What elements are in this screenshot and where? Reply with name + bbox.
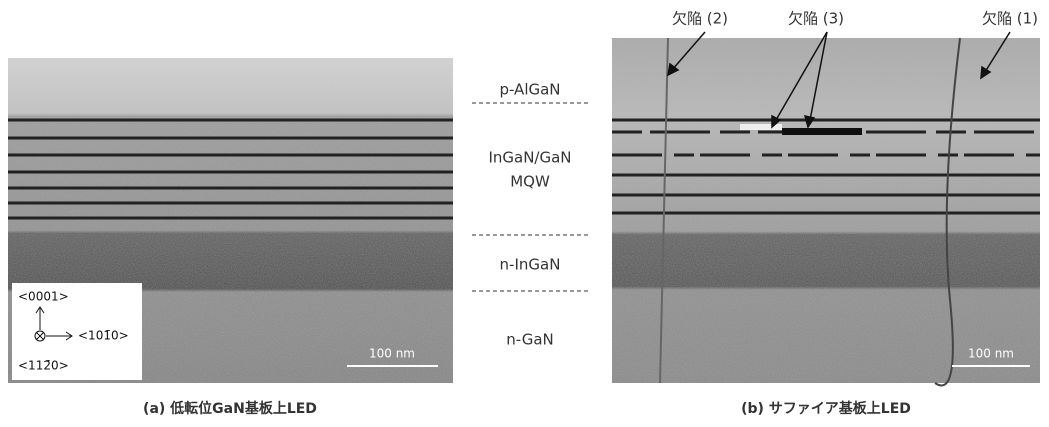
- layer-label: n-GaN: [506, 331, 554, 349]
- defect-label: 欠陥 (1): [982, 10, 1038, 28]
- layer-label: p-AlGaN: [499, 81, 560, 99]
- direction-label: <112̄0>: [18, 359, 69, 373]
- figure: <0001> <101̄0> <112̄0> 100 nm (a) 低転位GaN…: [0, 0, 1049, 423]
- micrograph-b: 100 nm: [612, 32, 1040, 385]
- layer-label: InGaN/GaN: [488, 149, 571, 167]
- defect-label: 欠陥 (3): [788, 10, 844, 28]
- caption: (b) サファイア基板上LED: [741, 400, 911, 417]
- layer-label: MQW: [510, 173, 550, 191]
- direction-label: <101̄0>: [78, 329, 129, 343]
- direction-label: <0001>: [18, 290, 69, 304]
- caption: (a) 低転位GaN基板上LED: [143, 400, 317, 417]
- micrograph-a: <0001> <101̄0> <112̄0> 100 nm: [8, 58, 453, 383]
- layer-label: n-InGaN: [500, 256, 561, 274]
- layer-labels: p-AlGaN InGaN/GaN MQW n-InGaN n-GaN: [472, 81, 590, 349]
- scale-bar-label: 100 nm: [369, 347, 415, 361]
- defect-label: 欠陥 (2): [672, 10, 728, 28]
- scale-bar-label: 100 nm: [968, 347, 1014, 361]
